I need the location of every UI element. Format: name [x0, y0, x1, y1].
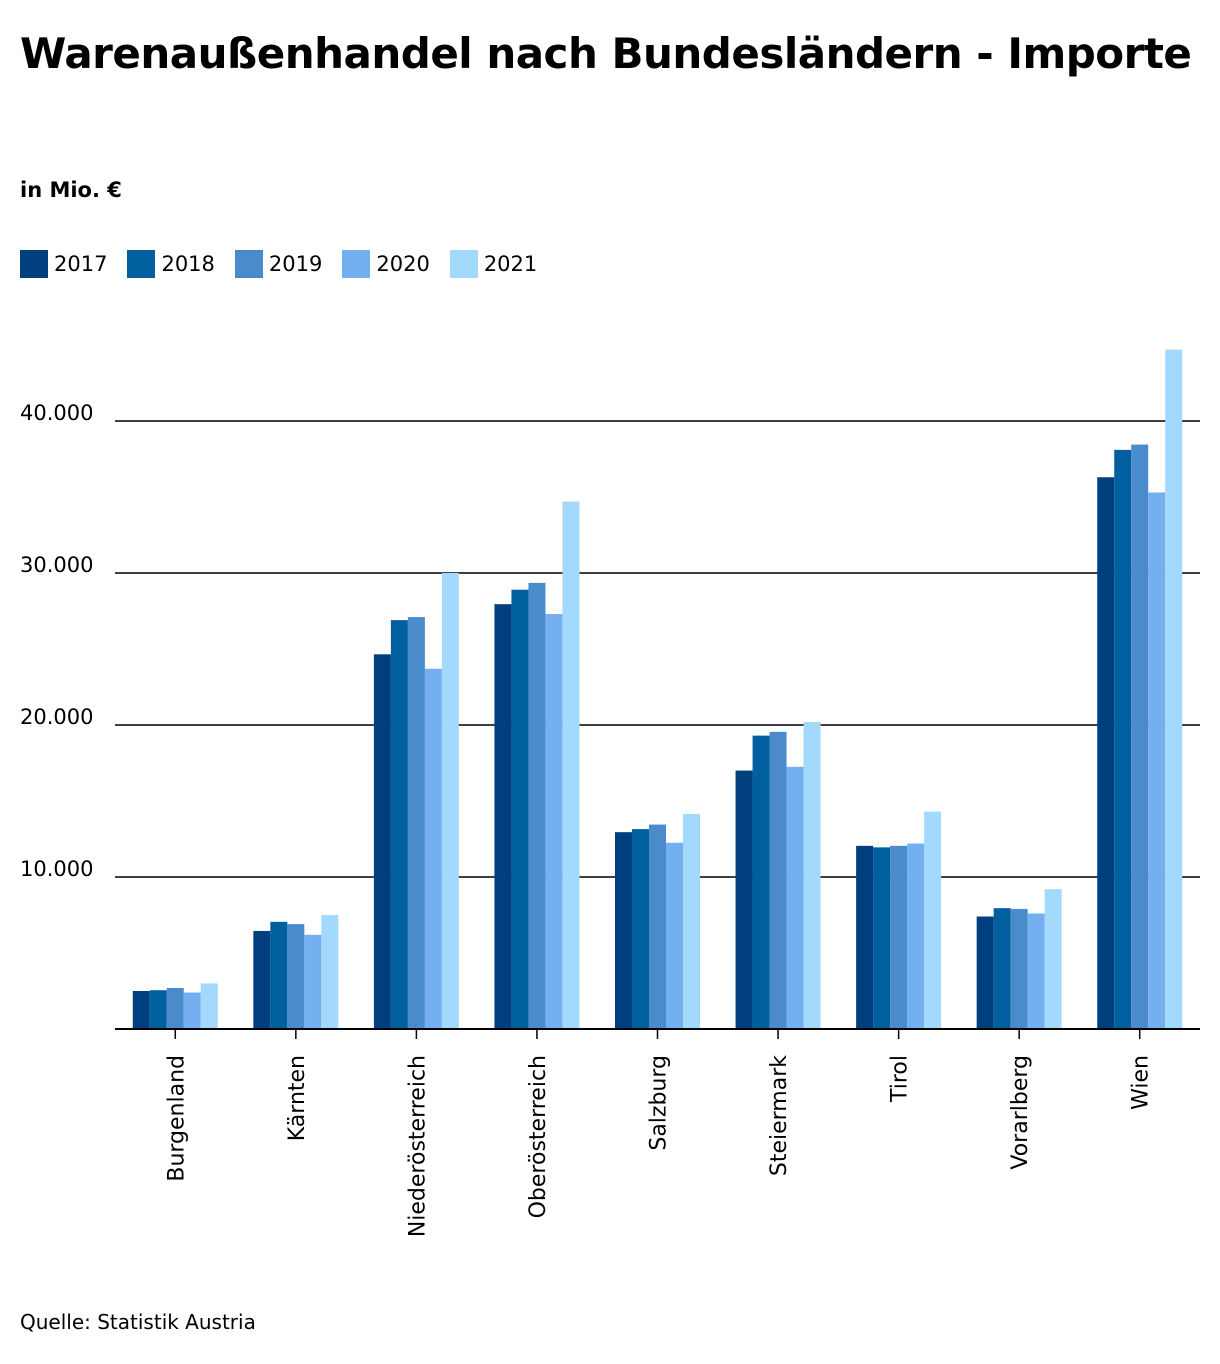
bar [424, 668, 442, 1029]
y-tick-label: 10.000 [20, 857, 93, 881]
bar [924, 811, 942, 1029]
bar [1027, 913, 1045, 1029]
bar [856, 845, 874, 1029]
bar [649, 824, 666, 1029]
y-tick-label: 30.000 [20, 553, 93, 577]
bar [666, 842, 683, 1029]
legend-item: 2019 [234, 250, 323, 278]
chart-legend: 2017 2018 2019 2020 2021 [20, 250, 557, 278]
bar [304, 934, 322, 1029]
bar [441, 573, 459, 1029]
bar [494, 604, 512, 1029]
legend-item: 2017 [20, 250, 107, 278]
bar [253, 930, 271, 1029]
legend-swatch [234, 250, 263, 278]
bar [200, 983, 218, 1029]
bar [683, 813, 700, 1029]
bar [407, 617, 425, 1029]
bar [735, 770, 753, 1029]
legend-swatch [20, 250, 48, 278]
bar [993, 908, 1011, 1029]
bar [632, 829, 649, 1029]
x-tick-label: Niederösterreich [405, 1055, 430, 1237]
x-tick-label: Oberösterreich [526, 1055, 551, 1218]
bar [1131, 444, 1149, 1029]
bar [907, 843, 925, 1029]
bar [373, 654, 391, 1029]
chart-subtitle: in Mio. € [20, 178, 122, 202]
legend-swatch [342, 250, 371, 278]
bar [1044, 889, 1062, 1029]
chart-title: Warenaußenhandel nach Bundesländern - Im… [20, 29, 1192, 78]
bar [183, 992, 201, 1029]
bar [270, 921, 288, 1029]
bar [321, 915, 339, 1029]
x-tick-label: Tirol [888, 1055, 913, 1103]
bar [976, 916, 994, 1029]
bar [287, 924, 305, 1029]
bar [786, 766, 804, 1029]
bar [1165, 349, 1183, 1029]
x-tick-label: Burgenland [164, 1055, 189, 1182]
bar [1010, 908, 1028, 1029]
x-tick-label: Steiermark [767, 1055, 792, 1176]
bar [545, 614, 563, 1029]
legend-item: 2018 [127, 250, 215, 278]
legend-label: 2017 [54, 252, 108, 276]
legend-swatch [127, 250, 156, 278]
x-tick-label: Wien [1129, 1055, 1154, 1110]
legend-item: 2020 [342, 250, 430, 278]
x-tick-label: Kärnten [285, 1055, 310, 1141]
x-tick-label: Vorarlberg [1008, 1055, 1033, 1170]
bar [511, 589, 529, 1029]
bar [615, 832, 632, 1029]
bar [390, 620, 408, 1029]
bar [803, 721, 821, 1029]
legend-label: 2018 [161, 252, 215, 276]
bar [166, 987, 184, 1029]
y-tick-label: 40.000 [20, 401, 93, 425]
legend-label: 2019 [268, 252, 323, 276]
bar [769, 731, 787, 1029]
legend-label: 2020 [376, 252, 430, 276]
source-note: Quelle: Statistik Austria [20, 1310, 256, 1334]
bar [149, 990, 167, 1029]
legend-swatch [449, 250, 478, 278]
bar [528, 582, 546, 1029]
bar [873, 847, 891, 1029]
legend-item: 2021 [449, 250, 538, 278]
y-tick-label: 20.000 [20, 705, 93, 729]
x-tick-label: Salzburg [647, 1055, 672, 1151]
bar [1148, 492, 1166, 1029]
bar [890, 845, 908, 1029]
bar [752, 735, 770, 1029]
bar [1097, 477, 1115, 1029]
bar [1114, 449, 1132, 1029]
bar [132, 991, 150, 1029]
bar [562, 501, 580, 1029]
legend-label: 2021 [483, 252, 538, 276]
